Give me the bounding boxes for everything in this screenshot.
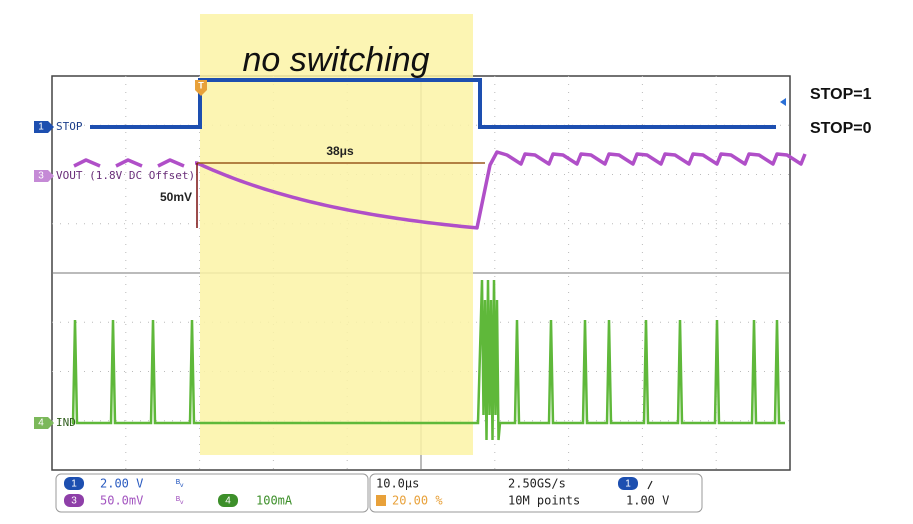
record-length: 10M points [508,494,580,508]
ch4-marker: 4 [38,418,44,429]
channel-status-box [55,473,369,513]
waveforms [71,78,807,441]
amplitude-annotation: 50mV [160,190,192,204]
ch3-marker-shape [34,170,54,182]
ch1-marker: 1 [38,122,44,133]
trigger-badge: 1 [625,479,631,490]
trigger-level: 1.00 V [626,494,669,508]
ch1-label: STOP [56,120,83,133]
stop-high-label: STOP=1 [810,86,872,103]
ch3-badge-shape [64,494,84,507]
trigger-slope-icon [647,480,653,490]
ch4-badge-shape [218,494,238,507]
ch1-badge-shape [64,477,84,490]
ch3-marker: 3 [38,171,44,182]
ind-trace [71,279,785,441]
trigger-marker-shape [195,80,207,96]
trigger-position-icon [376,495,386,506]
stop-trace [90,78,776,129]
ch1-scale: 2.00 V [100,477,143,491]
ch3-badge: 3 [71,496,77,507]
ch4-label: IND [56,416,76,429]
sample-rate: 2.50GS/s [508,477,566,491]
vout-trace [73,150,807,230]
ch3-scale: 50.0mV [100,494,143,508]
trigger-level-marker [780,98,786,106]
timebase: 10.0μs [376,477,419,491]
trigger-marker: T [198,80,204,90]
ch1-marker-shape [34,121,54,133]
ch3-label: VOUT (1.8V DC Offset) [56,169,195,182]
ch4-marker-shape [34,417,54,429]
ch3-bw-icon: ᴮᵥ [176,496,184,507]
highlight-title: no switching [242,41,429,79]
stop-low-label: STOP=0 [810,120,872,137]
ch1-badge: 1 [71,479,77,490]
no-switching-highlight [200,14,473,455]
time-annotation: 38μs [326,144,354,158]
trigger-position: 20.00 % [392,494,443,508]
ch4-badge: 4 [225,496,231,507]
ch1-bw-icon: ᴮᵥ [176,479,184,490]
trigger-badge-shape [618,477,638,490]
ch4-scale: 100mA [256,494,293,508]
